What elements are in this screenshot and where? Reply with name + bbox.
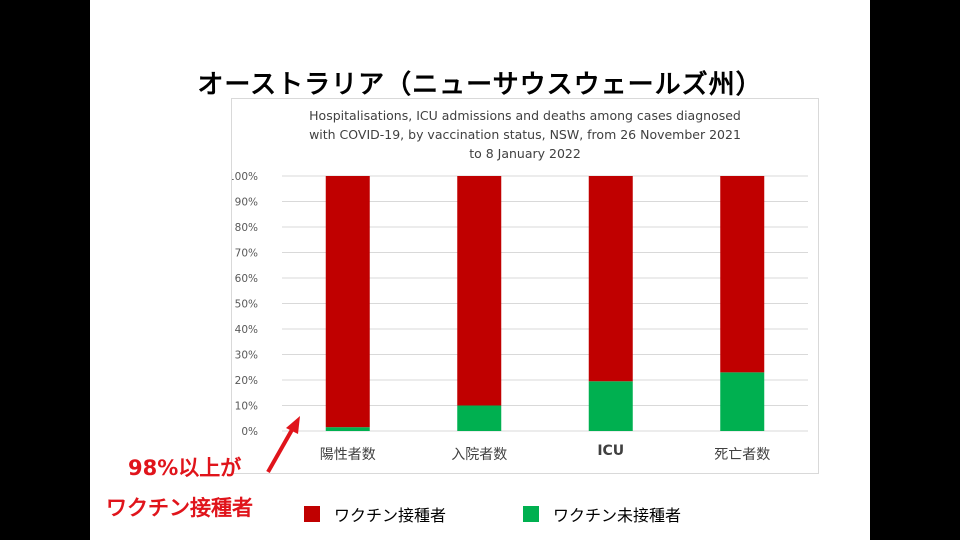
bar-vaccinated xyxy=(325,176,370,428)
bar-unvaccinated xyxy=(325,427,370,431)
legend-label-vaccinated: ワクチン接種者 xyxy=(334,506,447,525)
x-tick-label: ICU xyxy=(597,443,624,459)
y-tick-label: 10% xyxy=(235,401,258,413)
chart-title-line: with COVID-19, by vaccination status, NS… xyxy=(309,127,741,142)
legend-item-unvaccinated: ワクチン未接種者 xyxy=(523,503,681,525)
y-tick-label: 60% xyxy=(235,273,258,285)
bar-vaccinated xyxy=(457,176,502,406)
x-tick-label: 死亡者数 xyxy=(714,447,770,463)
y-tick-label: 50% xyxy=(235,299,258,311)
x-tick-label: 入院者数 xyxy=(451,447,507,463)
chart-title-line: to 8 January 2022 xyxy=(469,146,581,161)
legend-item-vaccinated: ワクチン接種者 xyxy=(304,503,446,525)
callout-text-line1: 98%以上が xyxy=(128,456,242,480)
bar-unvaccinated xyxy=(588,381,633,431)
callout-text-line2: ワクチン接種者 xyxy=(106,496,253,520)
y-tick-label: 0% xyxy=(241,426,258,438)
y-tick-label: 100% xyxy=(232,171,258,183)
bar-vaccinated xyxy=(720,176,765,373)
legend-swatch-unvaccinated xyxy=(523,506,539,522)
chart-frame: Hospitalisations, ICU admissions and dea… xyxy=(231,98,819,474)
legend-label-unvaccinated: ワクチン未接種者 xyxy=(553,506,682,525)
bar-unvaccinated xyxy=(457,405,502,431)
slide: オーストラリア（ニューサウスウェールズ州） Hospitalisations, … xyxy=(90,0,870,540)
legend-swatch-vaccinated xyxy=(304,506,320,522)
y-tick-label: 40% xyxy=(235,324,258,336)
y-tick-label: 20% xyxy=(235,375,258,387)
chart-svg: Hospitalisations, ICU admissions and dea… xyxy=(232,108,808,463)
slide-title: オーストラリア（ニューサウスウェールズ州） xyxy=(197,70,763,100)
y-tick-label: 30% xyxy=(235,350,258,362)
bar-unvaccinated xyxy=(720,372,765,431)
y-tick-label: 70% xyxy=(235,248,258,260)
y-tick-label: 90% xyxy=(235,197,258,209)
chart-title-line: Hospitalisations, ICU admissions and dea… xyxy=(309,108,741,123)
y-tick-label: 80% xyxy=(235,222,258,234)
x-tick-label: 陽性者数 xyxy=(320,447,376,463)
callout-arrow-icon xyxy=(266,416,300,473)
bar-vaccinated xyxy=(588,176,633,382)
